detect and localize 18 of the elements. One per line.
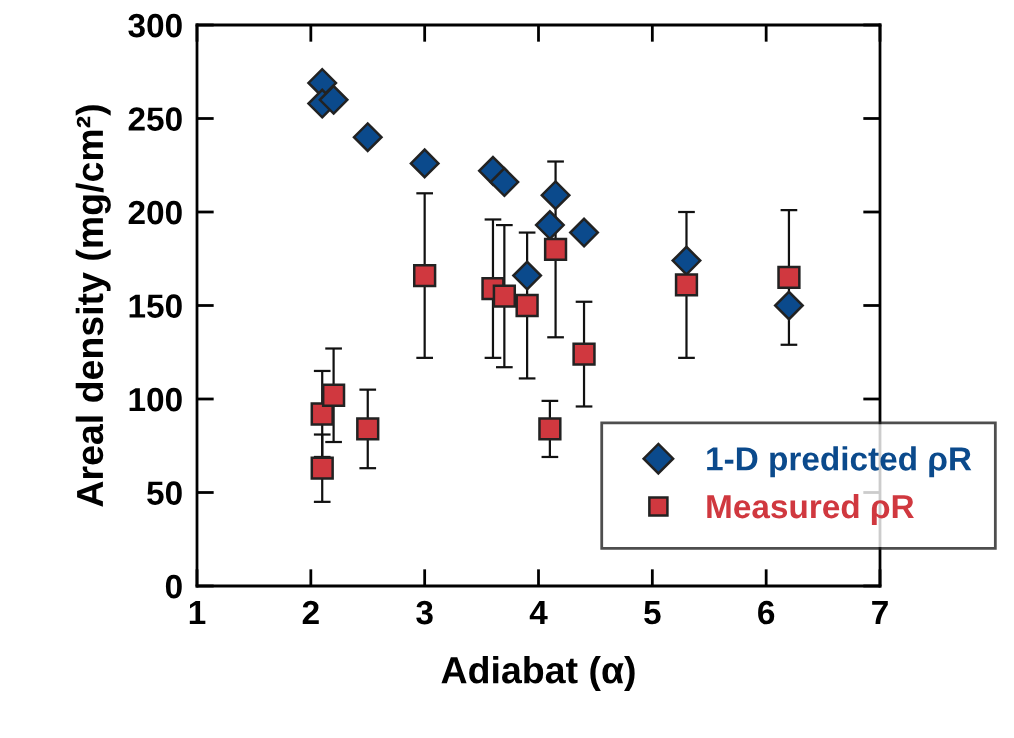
y-axis-title: Areal density (mg/cm²) <box>75 105 111 507</box>
y-tick-label: 0 <box>165 574 182 599</box>
y-tick-label: 50 <box>147 481 182 505</box>
y-tick-label: 200 <box>128 200 182 225</box>
x-axis-title: Adiabat (α) <box>441 655 635 691</box>
x-tick-label: 5 <box>644 601 661 625</box>
x-tick-label: 2 <box>302 600 319 625</box>
y-tick-label: 250 <box>128 107 182 131</box>
y-tick-label: 300 <box>128 13 182 38</box>
x-tick-label: 3 <box>416 600 433 625</box>
x-tick-label: 4 <box>529 601 548 625</box>
x-tick-label: 7 <box>872 601 888 625</box>
x-tick-label: 6 <box>758 600 775 625</box>
legend-label: 1-D predicted ρR <box>707 446 972 478</box>
y-tick-label: 150 <box>129 294 182 318</box>
legend-label: Measured ρR <box>707 493 914 525</box>
y-tick-label: 100 <box>129 387 182 412</box>
x-tick-label: 1 <box>189 601 206 625</box>
